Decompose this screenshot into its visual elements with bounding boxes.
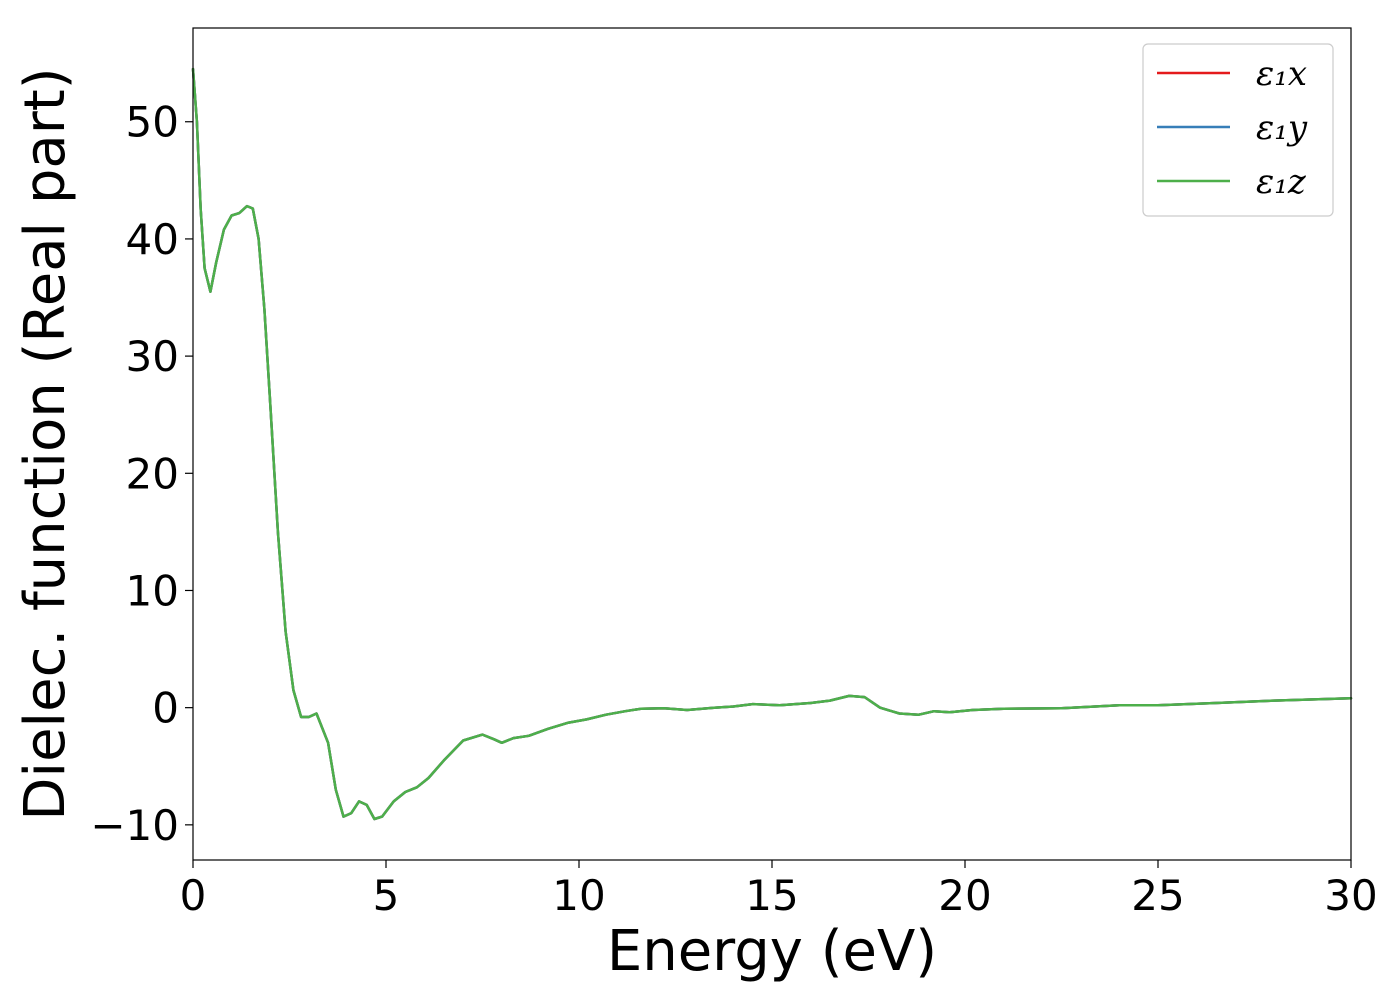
y-tick-label: 30: [126, 332, 179, 381]
series-line-3: [191, 67, 1353, 821]
x-tick-label: 0: [180, 871, 207, 920]
x-axis-ticks: 0 5 10 15 20 25 30: [180, 860, 1378, 920]
x-tick-label: 25: [1131, 871, 1184, 920]
legend-box: [1142, 43, 1334, 217]
y-tick-label: −10: [90, 801, 179, 850]
y-tick-label: 20: [126, 449, 179, 498]
x-tick-label: 15: [745, 871, 798, 920]
y-tick-label: 50: [126, 98, 179, 147]
y-tick-label: 40: [126, 215, 179, 264]
x-tick-label: 20: [938, 871, 991, 920]
y-axis-title: Dielec. function (Real part): [13, 67, 78, 820]
legend: ε₁x ε₁y ε₁z: [1142, 43, 1334, 217]
x-tick-label: 30: [1324, 871, 1377, 920]
legend-label-3: ε₁z: [1256, 162, 1307, 202]
legend-label-2: ε₁y: [1256, 108, 1308, 148]
series-layer: [191, 67, 1353, 821]
y-tick-label: 10: [126, 566, 179, 615]
x-axis-title: Energy (eV): [607, 919, 937, 984]
x-tick-label: 10: [552, 871, 605, 920]
x-tick-label: 5: [373, 871, 400, 920]
y-axis-ticks: −10 0 10 20 30 40 50: [90, 98, 193, 850]
legend-label-1: ε₁x: [1256, 54, 1307, 94]
y-tick-label: 0: [152, 684, 179, 733]
